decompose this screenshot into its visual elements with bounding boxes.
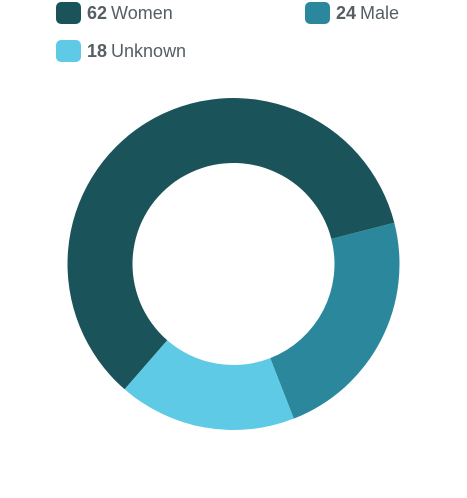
donut-slices — [67, 98, 400, 430]
legend-swatch-women — [56, 2, 81, 24]
legend-item-unknown[interactable]: 18 Unknown — [56, 39, 186, 63]
legend-swatch-unknown — [56, 40, 81, 62]
legend-label-unknown: Unknown — [111, 40, 187, 61]
legend-swatch-male — [305, 2, 330, 24]
legend-label-male: Male — [360, 2, 400, 23]
donut-slice-unknown[interactable] — [124, 340, 294, 430]
donut-slice-women[interactable] — [67, 98, 395, 390]
legend-item-male[interactable]: 24 Male — [305, 1, 399, 25]
donut-slice-male[interactable] — [270, 222, 400, 419]
legend-count-unknown: 18 — [87, 40, 108, 61]
legend-count-male: 24 — [336, 2, 357, 23]
legend-count-women: 62 — [87, 2, 108, 23]
legend-text-male: 24 Male — [336, 3, 399, 24]
legend-text-unknown: 18 Unknown — [87, 41, 186, 62]
legend-text-women: 62 Women — [87, 3, 173, 24]
legend-label-women: Women — [111, 2, 173, 23]
legend-item-women[interactable]: 62 Women — [56, 1, 173, 25]
